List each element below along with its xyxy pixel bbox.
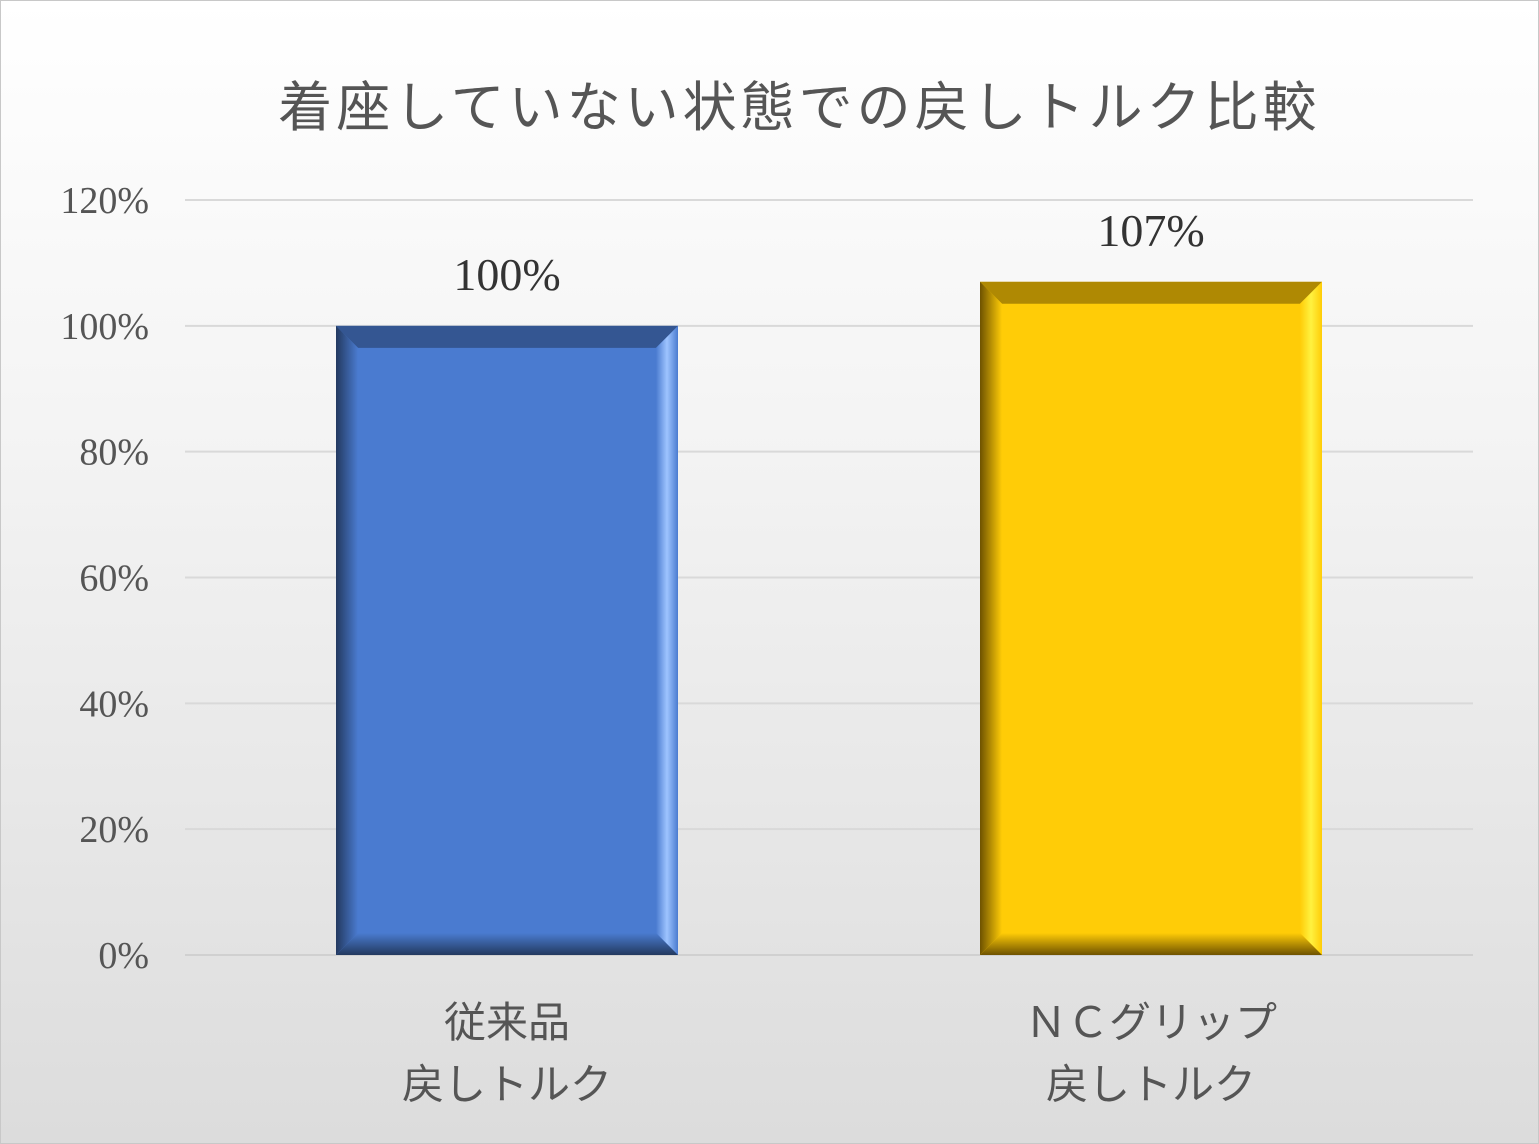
data-labels: 100% 107% bbox=[453, 205, 1204, 300]
data-label: 100% bbox=[453, 249, 560, 300]
bar bbox=[980, 281, 1322, 956]
bars bbox=[336, 281, 1322, 956]
y-tick-label: 60% bbox=[79, 558, 149, 600]
y-tick-label: 40% bbox=[79, 683, 149, 725]
x-axis-categories: 従来品戻しトルク ＮＣグリップ戻しトルク bbox=[402, 998, 1277, 1109]
chart-title: 着座していない状態での戻しトルク比較 bbox=[278, 76, 1321, 139]
x-category-label: ＮＣグリップ戻しトルク bbox=[1025, 998, 1277, 1109]
x-category-label: 従来品戻しトルク bbox=[402, 998, 612, 1109]
data-label: 107% bbox=[1097, 205, 1204, 256]
y-tick-label: 80% bbox=[79, 432, 149, 474]
bar bbox=[336, 325, 678, 955]
y-tick-label: 20% bbox=[79, 809, 149, 851]
y-axis-ticks: 0% 20% 40% 60% 80% 100% 120% bbox=[60, 180, 149, 977]
y-tick-label: 120% bbox=[60, 180, 149, 222]
y-tick-label: 0% bbox=[98, 935, 149, 977]
y-tick-label: 100% bbox=[60, 306, 149, 348]
